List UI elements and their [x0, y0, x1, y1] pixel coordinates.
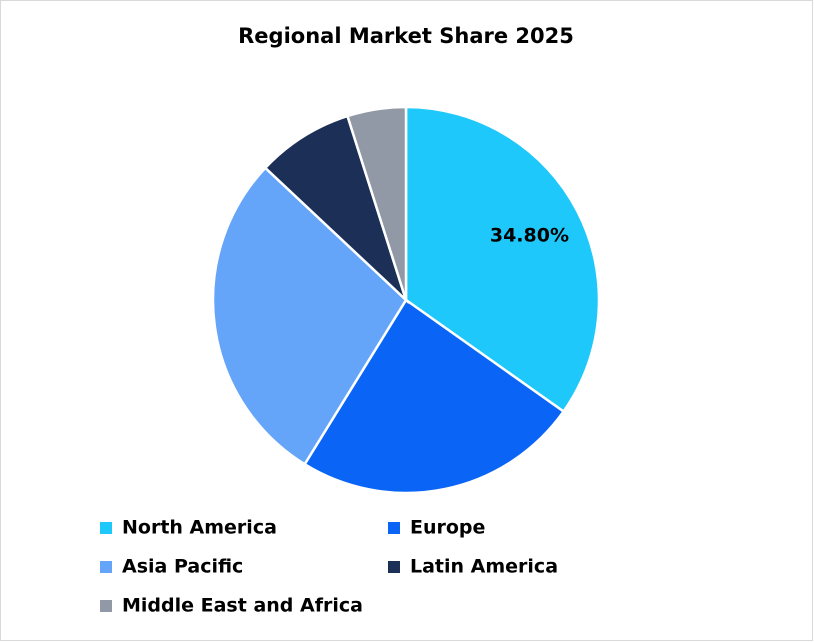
- legend-label: Latin America: [410, 556, 558, 578]
- legend-label: North America: [122, 517, 277, 539]
- data-label: 34.80%: [490, 225, 569, 247]
- pie-slice: [404, 105, 601, 414]
- pie-slice: [302, 298, 566, 495]
- legend-swatch: [388, 561, 400, 573]
- legend-label: Europe: [410, 517, 485, 539]
- pie-slice: [263, 114, 409, 305]
- legend-label: Middle East and Africa: [122, 595, 363, 617]
- pie-slice: [345, 105, 408, 301]
- legend-swatch: [100, 522, 112, 534]
- legend-label: Asia Pacific: [122, 556, 243, 578]
- pie-slice: [211, 166, 408, 466]
- legend-swatch: [100, 561, 112, 573]
- legend-swatch: [388, 522, 400, 534]
- chart-title: Regional Market Share 2025: [238, 24, 574, 48]
- legend-swatch: [100, 600, 112, 612]
